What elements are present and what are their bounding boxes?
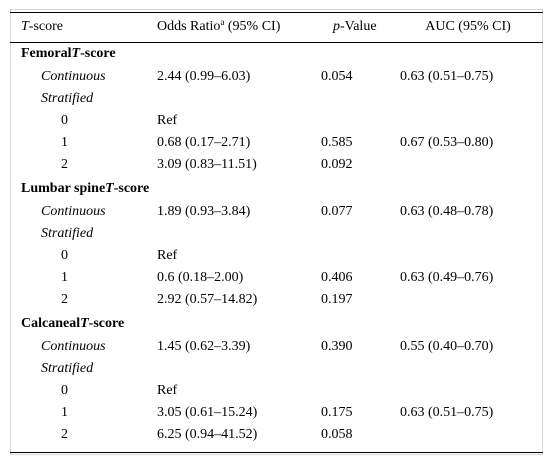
table-row: 1 0.6 (0.18–2.00) 0.406 0.63 (0.49–0.76)	[10, 267, 543, 289]
auc-cell	[399, 245, 543, 267]
p-value-cell: 0.058	[321, 427, 353, 442]
level-cell: 2	[61, 157, 68, 172]
section-title: Lumbar spineT-score	[21, 181, 150, 196]
p-value-cell: 0.197	[321, 292, 353, 307]
level-cell: 0	[61, 248, 68, 263]
table-row: Stratified	[10, 358, 543, 380]
odds-ratio-cell: 0.6 (0.18–2.00)	[157, 270, 244, 285]
table-row: 2 6.25 (0.94–41.52) 0.058	[10, 424, 543, 446]
results-table: T-score Odds Ratioa (95% CI) p-Value AUC…	[10, 13, 543, 446]
table-row: 2 2.92 (0.57–14.82) 0.197	[10, 289, 543, 311]
level-cell: 0	[61, 383, 68, 398]
auc-cell: 0.67 (0.53–0.80)	[400, 135, 494, 150]
level-cell: 2	[61, 427, 68, 442]
table-row: 0 Ref	[10, 245, 543, 267]
row-label: Continuous	[41, 69, 106, 84]
auc-cell	[399, 424, 543, 446]
odds-ratio-cell: 1.45 (0.62–3.39)	[157, 339, 251, 354]
table-row: 0 Ref	[10, 380, 543, 402]
table-row: Stratified	[10, 223, 543, 245]
table-row: 2 3.09 (0.83–11.51) 0.092	[10, 154, 543, 176]
header-row: T-score Odds Ratioa (95% CI) p-Value AUC…	[10, 13, 543, 41]
table-row: 1 3.05 (0.61–15.24) 0.175 0.63 (0.51–0.7…	[10, 402, 543, 424]
row-label: Stratified	[41, 226, 94, 241]
auc-cell: 0.63 (0.51–0.75)	[400, 405, 494, 420]
p-value-cell	[321, 380, 399, 402]
odds-ratio-cell: Ref	[157, 248, 178, 263]
row-label: Continuous	[41, 339, 106, 354]
table-row: 1 0.68 (0.17–2.71) 0.585 0.67 (0.53–0.80…	[10, 132, 543, 154]
level-cell: 1	[61, 405, 68, 420]
auc-cell	[399, 289, 543, 311]
p-value-cell: 0.077	[321, 204, 353, 219]
odds-ratio-cell: Ref	[157, 383, 178, 398]
p-value-cell: 0.175	[321, 405, 353, 420]
section-title: CalcanealT-score	[21, 316, 125, 331]
p-value-cell: 0.390	[321, 339, 353, 354]
level-cell: 1	[61, 135, 68, 150]
table-row: Continuous 2.44 (0.99–6.03) 0.054 0.63 (…	[10, 66, 543, 88]
header-auc: AUC (95% CI)	[425, 19, 511, 34]
table-row: Continuous 1.45 (0.62–3.39) 0.390 0.55 (…	[10, 336, 543, 358]
odds-ratio-cell: 0.68 (0.17–2.71)	[157, 135, 251, 150]
auc-cell: 0.55 (0.40–0.70)	[400, 339, 494, 354]
level-cell: 1	[61, 270, 68, 285]
odds-ratio-cell: 2.44 (0.99–6.03)	[157, 69, 251, 84]
header-t-score: T-score	[21, 19, 63, 34]
header-odds-ratio: Odds Ratioa (95% CI)	[157, 17, 281, 35]
section-header-lumbar-spine: Lumbar spineT-score	[10, 176, 543, 201]
table-row: Stratified	[10, 88, 543, 110]
p-value-cell: 0.092	[321, 157, 353, 172]
row-label: Continuous	[41, 204, 106, 219]
p-value-cell	[321, 245, 399, 267]
row-label: Stratified	[41, 361, 94, 376]
auc-cell	[399, 380, 543, 402]
level-cell: 2	[61, 292, 68, 307]
p-value-cell: 0.585	[321, 135, 353, 150]
auc-cell: 0.63 (0.49–0.76)	[400, 270, 494, 285]
p-value-cell: 0.406	[321, 270, 353, 285]
table-header-rule	[10, 42, 543, 43]
table-row: Continuous 1.89 (0.93–3.84) 0.077 0.63 (…	[10, 201, 543, 223]
level-cell: 0	[61, 113, 68, 128]
odds-ratio-cell: 3.09 (0.83–11.51)	[157, 157, 257, 172]
auc-cell: 0.63 (0.48–0.78)	[400, 204, 494, 219]
section-header-calcaneal: CalcanealT-score	[10, 311, 543, 336]
odds-ratio-cell: 1.89 (0.93–3.84)	[157, 204, 251, 219]
row-label: Stratified	[41, 91, 94, 106]
section-header-femoral: FemoralT-score	[10, 41, 543, 66]
p-value-cell: 0.054	[321, 69, 353, 84]
header-p-value: p-Value	[333, 19, 377, 34]
odds-ratio-cell: 3.05 (0.61–15.24)	[157, 405, 258, 420]
table-top-rule	[10, 12, 543, 13]
auc-cell	[399, 110, 543, 132]
auc-cell: 0.63 (0.51–0.75)	[400, 69, 494, 84]
odds-ratio-cell: 2.92 (0.57–14.82)	[157, 292, 258, 307]
auc-cell	[399, 154, 543, 176]
table-row: 0 Ref	[10, 110, 543, 132]
section-title: FemoralT-score	[21, 46, 116, 61]
odds-ratio-cell: 6.25 (0.94–41.52)	[157, 427, 258, 442]
table-bottom-rule	[10, 452, 543, 453]
table-frame	[10, 9, 543, 455]
odds-ratio-cell: Ref	[157, 113, 178, 128]
p-value-cell	[321, 110, 399, 132]
